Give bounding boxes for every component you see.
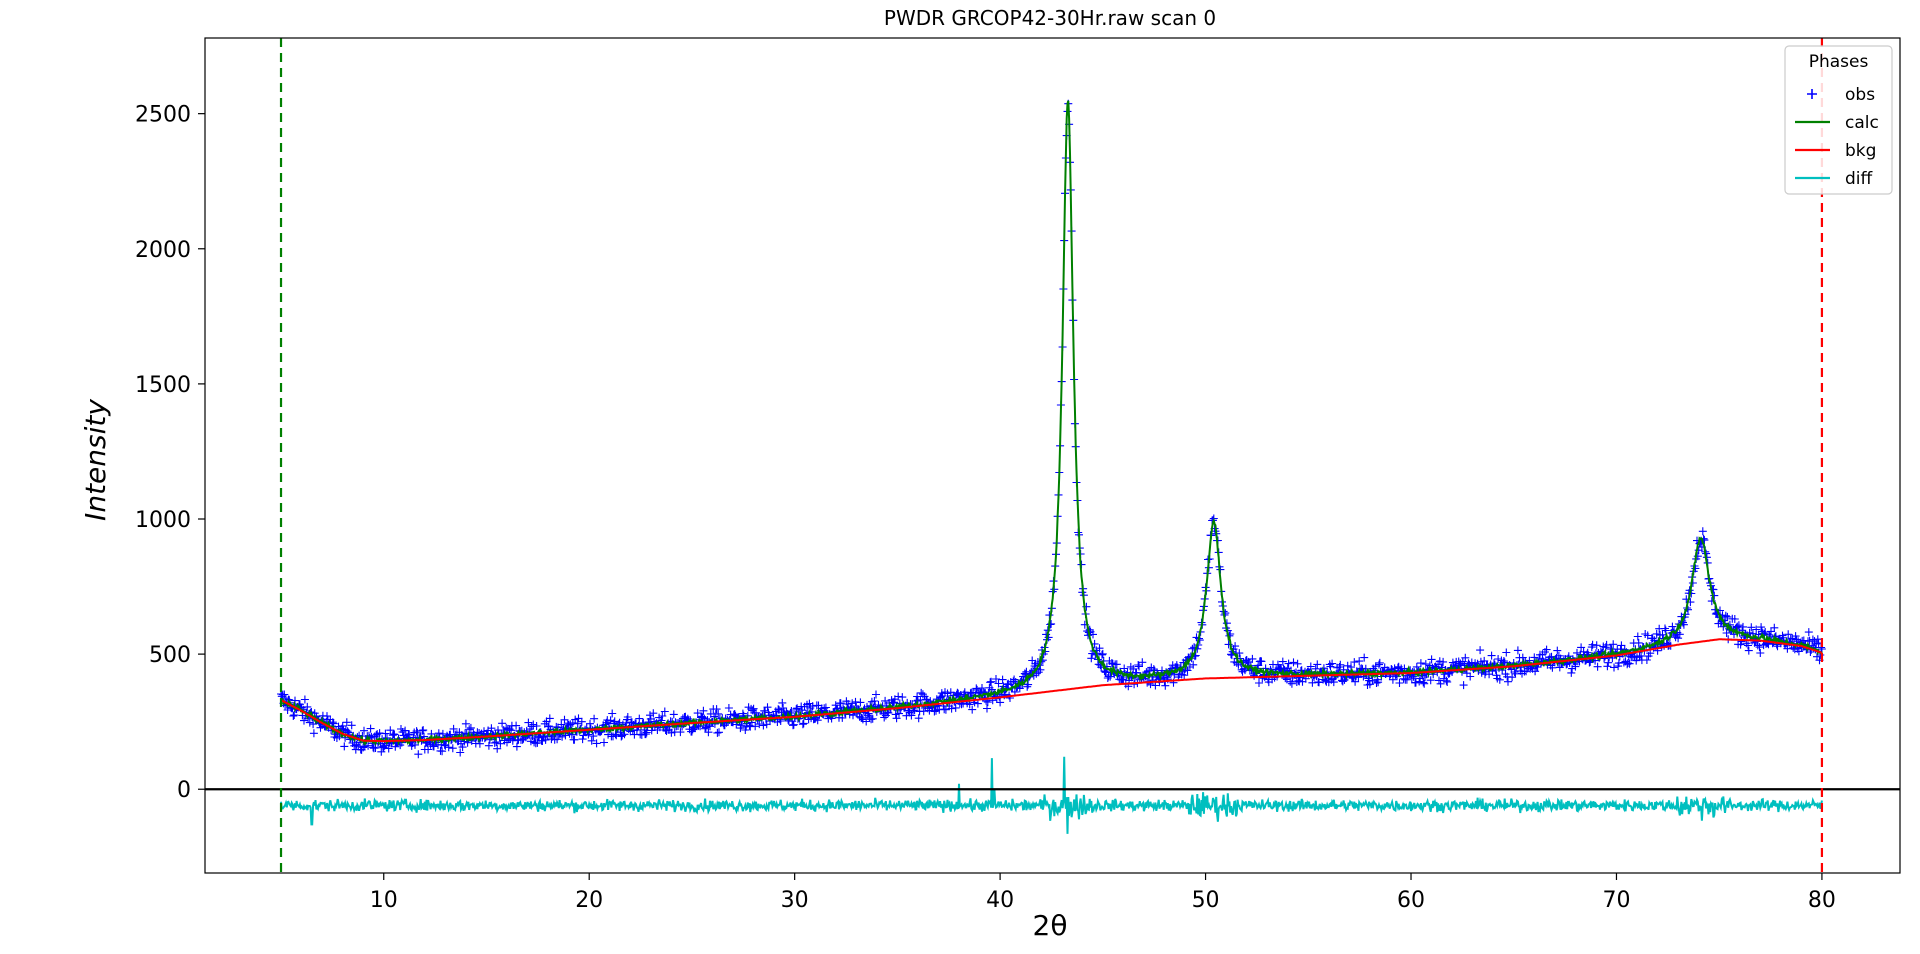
legend-box [1784, 45, 1893, 195]
legend-title: Phases [1809, 52, 1869, 72]
chart-title: PWDR GRCOP42-30Hr.raw scan 0 [884, 6, 1216, 30]
plot-frame [204, 37, 1901, 874]
plot-area: 10 20 30 40 50 60 70 80 0 500 1000 1500 2000 2500 [135, 37, 1901, 913]
y-tick-label: 0 [177, 778, 191, 803]
y-tick-label: 1500 [135, 373, 191, 398]
y-tick-label: 2000 [135, 238, 191, 263]
series-layer [277, 99, 1826, 834]
x-axis-label: 2θ [1033, 909, 1068, 942]
legend-label-obs: obs [1845, 85, 1875, 105]
x-tick-label: 10 [370, 888, 398, 913]
legend-label-bkg: bkg [1845, 141, 1876, 161]
x-tick-label: 50 [1192, 888, 1220, 913]
diff-series [280, 756, 1823, 834]
y-axis-label: Intensity [79, 399, 112, 521]
legend: Phases obs calc bkg diff [1784, 45, 1893, 195]
x-tick-label: 30 [781, 888, 809, 913]
x-tick-label: 70 [1602, 888, 1630, 913]
x-tick-label: 40 [986, 888, 1014, 913]
y-tick-label: 2500 [135, 103, 191, 128]
x-tick-label: 20 [575, 888, 603, 913]
y-tick-label: 1000 [135, 508, 191, 533]
x-tick-label: 80 [1808, 888, 1836, 913]
legend-label-calc: calc [1845, 113, 1879, 133]
legend-label-diff: diff [1845, 169, 1874, 189]
y-tick-label: 500 [149, 643, 191, 668]
x-tick-label: 60 [1397, 888, 1425, 913]
bkg-series [280, 638, 1823, 743]
legend-marker-obs [1807, 89, 1817, 99]
